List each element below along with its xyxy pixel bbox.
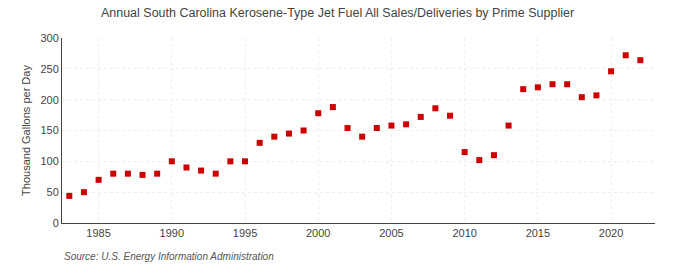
svg-text:300: 300 bbox=[40, 32, 58, 44]
svg-text:2015: 2015 bbox=[526, 227, 550, 239]
svg-text:150: 150 bbox=[40, 124, 58, 136]
svg-text:2020: 2020 bbox=[599, 227, 623, 239]
svg-text:Source: U.S. Energy Informatio: Source: U.S. Energy Information Administ… bbox=[64, 251, 274, 262]
svg-text:Thousand Gallons per Day: Thousand Gallons per Day bbox=[20, 65, 32, 196]
svg-text:1995: 1995 bbox=[233, 227, 257, 239]
svg-text:1985: 1985 bbox=[86, 227, 110, 239]
svg-text:250: 250 bbox=[40, 63, 58, 75]
svg-text:50: 50 bbox=[47, 186, 59, 198]
svg-text:100: 100 bbox=[40, 155, 58, 167]
svg-text:200: 200 bbox=[40, 94, 58, 106]
svg-text:0: 0 bbox=[53, 217, 59, 229]
svg-text:Annual South Carolina Kerosene: Annual South Carolina Kerosene-Type Jet … bbox=[101, 6, 574, 20]
svg-text:2000: 2000 bbox=[306, 227, 330, 239]
svg-text:1990: 1990 bbox=[160, 227, 184, 239]
svg-text:2005: 2005 bbox=[379, 227, 403, 239]
svg-text:2010: 2010 bbox=[452, 227, 476, 239]
